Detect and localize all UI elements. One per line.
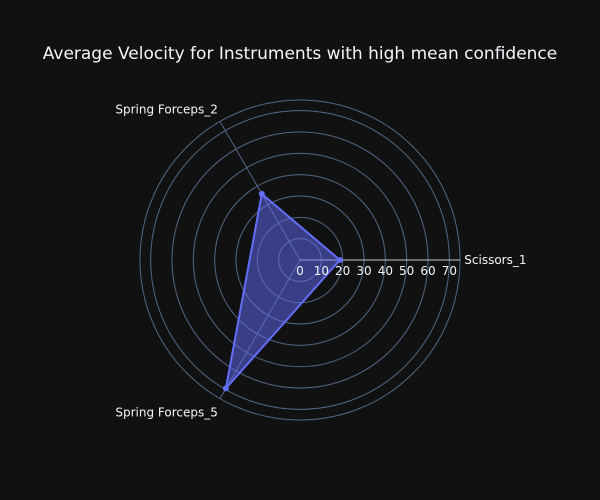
category-label-spring-forceps-2: Spring Forceps_2: [115, 103, 218, 117]
radial-tick-label-70: 70: [442, 264, 457, 278]
radial-tick-label-30: 30: [356, 264, 371, 278]
radial-tick-label-60: 60: [420, 264, 435, 278]
radial-tick-label-50: 50: [399, 264, 414, 278]
category-label-spring-forceps-5: Spring Forceps_5: [115, 405, 218, 419]
radial-tick-label-0: 0: [296, 264, 304, 278]
data-point-spring-forceps-5: [222, 385, 229, 392]
chart-title: Average Velocity for Instruments with hi…: [42, 44, 558, 64]
radial-tick-label-20: 20: [335, 264, 350, 278]
category-label-scissors-1: Scissors_1: [464, 253, 526, 267]
data-point-spring-forceps-2: [258, 190, 265, 197]
radial-tick-label-10: 10: [314, 264, 329, 278]
radial-tick-label-40: 40: [378, 264, 393, 278]
series-area-0: [224, 191, 342, 392]
data-point-scissors-1: [336, 257, 343, 263]
